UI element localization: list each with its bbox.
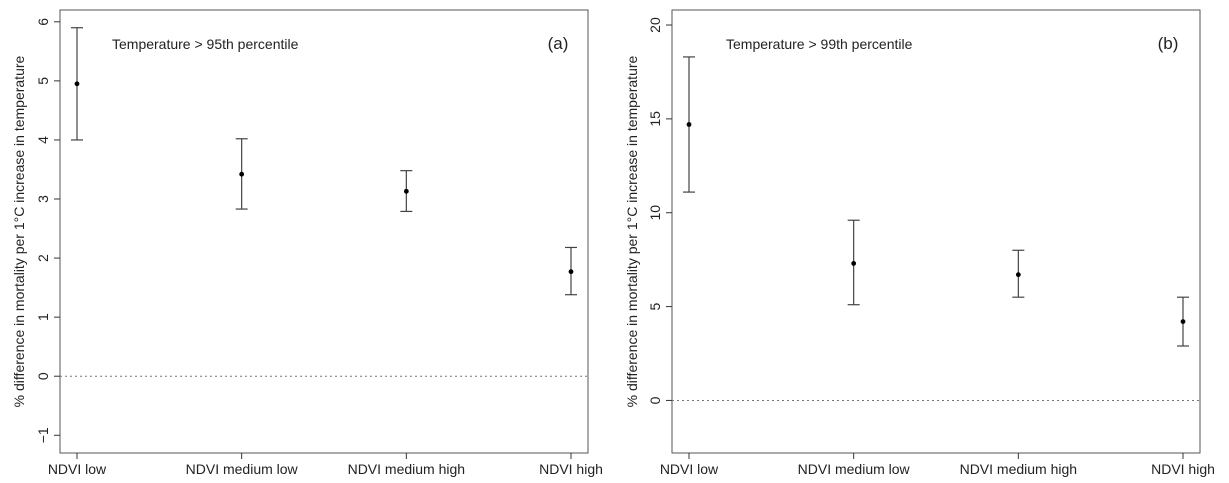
y-tick-label: 5	[647, 302, 663, 310]
y-tick-label: 1	[35, 313, 51, 321]
panel-label: (b)	[1158, 34, 1179, 53]
x-tick-label: NDVI low	[48, 461, 107, 477]
y-tick-label: 0	[647, 396, 663, 404]
annotation: Temperature > 99th percentile	[726, 36, 913, 52]
data-point	[568, 269, 574, 275]
y-tick-label: −1	[35, 427, 51, 443]
data-point	[403, 188, 409, 194]
x-tick-label: NDVI low	[660, 461, 719, 477]
panel-a: −1 0 1 2 3 4 5 6 NDVI low NDVI medium low NDVI med…	[11, 9, 603, 477]
data-point	[1180, 319, 1186, 325]
data-point	[686, 122, 692, 127]
y-axis-label: % difference in mortality per 1°C increa…	[624, 55, 640, 407]
y-tick-label: 10	[647, 205, 663, 221]
y-tick-label: 0	[35, 372, 51, 380]
y-tick-label: 6	[35, 18, 51, 26]
y-tick-label: 5	[35, 77, 51, 85]
panel-b: 0 5 10 15 20 NDVI low NDVI medium low NDVI medi…	[624, 9, 1215, 477]
y-tick-label: 2	[35, 254, 51, 262]
data-point	[851, 261, 857, 266]
plot-frame	[59, 9, 589, 454]
x-tick-label: NDVI medium low	[186, 461, 299, 477]
y-tick-label: 20	[647, 17, 663, 33]
x-tick-label: NDVI high	[539, 461, 603, 477]
x-tick-label: NDVI high	[1151, 461, 1215, 477]
data-point	[1015, 272, 1021, 278]
data-point	[239, 171, 245, 177]
annotation: Temperature > 95th percentile	[112, 36, 299, 52]
panel-label: (a)	[548, 34, 569, 53]
x-tick-label: NDVI medium low	[798, 461, 911, 477]
plot-frame	[671, 9, 1201, 454]
y-axis-label: % difference in mortality per 1°C increa…	[11, 55, 27, 407]
x-tick-label: NDVI medium high	[960, 461, 1078, 477]
data-point	[74, 81, 80, 87]
y-tick-label: 3	[35, 195, 51, 203]
x-tick-label: NDVI medium high	[348, 461, 466, 477]
y-tick-label: 4	[35, 136, 51, 144]
y-tick-label: 15	[647, 111, 663, 127]
